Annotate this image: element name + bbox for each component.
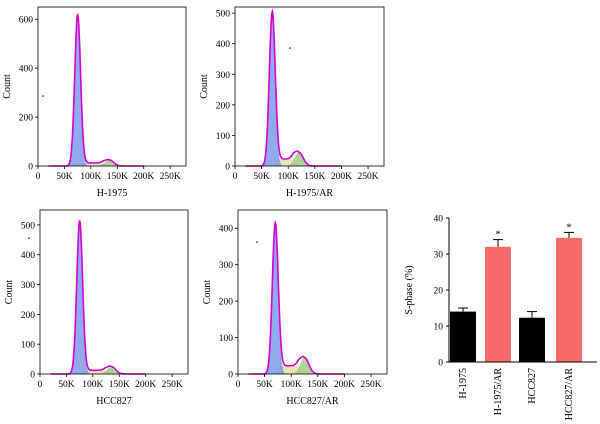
y-tick-label: 200 <box>219 298 234 308</box>
bar-3 <box>519 317 545 362</box>
x-category-label: H-1975/AR <box>493 368 504 416</box>
fit-curve <box>248 219 345 375</box>
x-tick-label: 250K <box>360 380 381 390</box>
plot-frame <box>234 6 385 167</box>
y-tick-label: 20 <box>434 287 444 297</box>
y-axis-label: Count <box>202 280 213 305</box>
x-tick-label: 250K <box>357 172 378 182</box>
x-tick-label: 200K <box>135 380 156 390</box>
bar-1 <box>450 311 476 362</box>
x-tick-label: 250K <box>162 380 183 390</box>
x-tick-label: 0 <box>236 380 241 390</box>
y-tick-label: 0 <box>28 163 33 173</box>
x-tick-label: 100K <box>82 380 103 390</box>
x-tick-label: 100K <box>281 380 302 390</box>
y-tick-label: 100 <box>21 341 36 351</box>
y-tick-label: 0 <box>438 359 443 369</box>
g1-peak-area <box>48 14 144 166</box>
x-tick-label: 0 <box>36 172 41 182</box>
y-tick-label: 400 <box>219 225 234 235</box>
s-phase-area <box>50 370 146 374</box>
x-tick-label: 50K <box>256 380 273 390</box>
plot-frame <box>39 209 189 375</box>
y-tick-label: 10 <box>434 323 444 333</box>
x-category-label: HCC827 <box>527 368 538 404</box>
bar-2 <box>485 246 511 362</box>
x-tick-label: 100K <box>80 172 101 182</box>
y-tick-label: 300 <box>21 281 36 291</box>
y-axis-label: S-phase (%) <box>404 265 415 314</box>
x-tick-label: 250K <box>160 172 181 182</box>
y-tick-label: 30 <box>434 251 444 261</box>
s-phase-area <box>48 162 144 166</box>
x-tick-label: 200K <box>334 380 355 390</box>
event-dot <box>42 95 44 97</box>
y-tick-label: 100 <box>219 334 234 344</box>
x-category-label: H-1975 <box>458 368 469 399</box>
fit-curve <box>50 220 146 375</box>
y-axis-label: Count <box>4 280 15 305</box>
x-tick-label: 50K <box>58 380 75 390</box>
x-tick-label: 50K <box>253 172 270 182</box>
bar-4 <box>556 237 582 362</box>
histogram-panel-2: 0 50K 100K 150K 200K 250K 0 100 200 300 400 500 H-19… <box>199 6 385 199</box>
event-dot <box>28 237 30 239</box>
histogram-panel-3: 0 50K 100K 150K 200K 250K 0 100 200 300 400 500 HCC8… <box>4 209 189 407</box>
x-axis-label: HCC827 <box>96 396 132 407</box>
y-tick-label: 100 <box>216 132 231 142</box>
x-axis-label: HCC827/AR <box>286 396 339 407</box>
y-tick-label: 200 <box>216 101 231 111</box>
y-tick-label: 400 <box>19 65 34 75</box>
g2-peak-area <box>245 152 342 166</box>
significance-star: * <box>495 229 501 241</box>
plot-frame <box>237 209 388 375</box>
y-tick-label: 0 <box>228 371 233 381</box>
x-tick-label: 100K <box>278 172 299 182</box>
y-tick-label: 40 <box>434 215 444 225</box>
y-axis-label: Count <box>199 74 210 99</box>
y-tick-label: 400 <box>216 40 231 50</box>
y-tick-label: 500 <box>21 221 36 231</box>
histogram-panel-4: 0 50K 100K 150K 200K 250K 0 100 200 300 400 HCC827/… <box>202 209 388 407</box>
s-phase-area <box>248 365 345 374</box>
sphase-bar-chart: H-1975 * H-1975/AR HCC827 * HCC827/AR 0 10 20 30 4… <box>404 215 597 421</box>
fit-curve <box>48 14 144 167</box>
x-tick-label: 0 <box>38 380 43 390</box>
g1-peak-area <box>245 11 342 166</box>
y-tick-label: 200 <box>21 311 36 321</box>
y-tick-label: 300 <box>216 71 231 81</box>
y-tick-label: 500 <box>216 10 231 20</box>
x-axis-label: H-1975 <box>97 188 128 199</box>
x-tick-label: 200K <box>331 172 352 182</box>
significance-star: * <box>566 221 572 233</box>
fit-curve <box>245 8 342 167</box>
y-tick-label: 400 <box>21 251 36 261</box>
y-tick-label: 0 <box>30 371 35 381</box>
x-category-label: HCC827/AR <box>564 368 575 421</box>
g1-peak-area <box>50 220 146 374</box>
x-tick-label: 150K <box>109 380 130 390</box>
plot-frame <box>37 6 187 167</box>
g1-peak-area <box>248 222 345 374</box>
x-tick-label: 0 <box>233 172 238 182</box>
x-tick-label: 200K <box>133 172 154 182</box>
y-tick-label: 600 <box>19 16 34 26</box>
y-tick-label: 200 <box>19 114 34 124</box>
x-tick-label: 150K <box>304 172 325 182</box>
histogram-panel-1: 0 50K 100K 150K 200K 250K 0 200 400 600 H-1975 Coun… <box>2 6 187 199</box>
x-axis-label: H-1975/AR <box>286 188 334 199</box>
event-dot <box>289 47 291 49</box>
y-tick-label: 300 <box>219 261 234 271</box>
x-tick-label: 150K <box>107 172 128 182</box>
event-dot <box>256 241 258 243</box>
x-tick-label: 150K <box>307 380 328 390</box>
y-tick-label: 0 <box>225 163 230 173</box>
y-axis-label: Count <box>2 74 13 99</box>
x-tick-label: 50K <box>56 172 73 182</box>
